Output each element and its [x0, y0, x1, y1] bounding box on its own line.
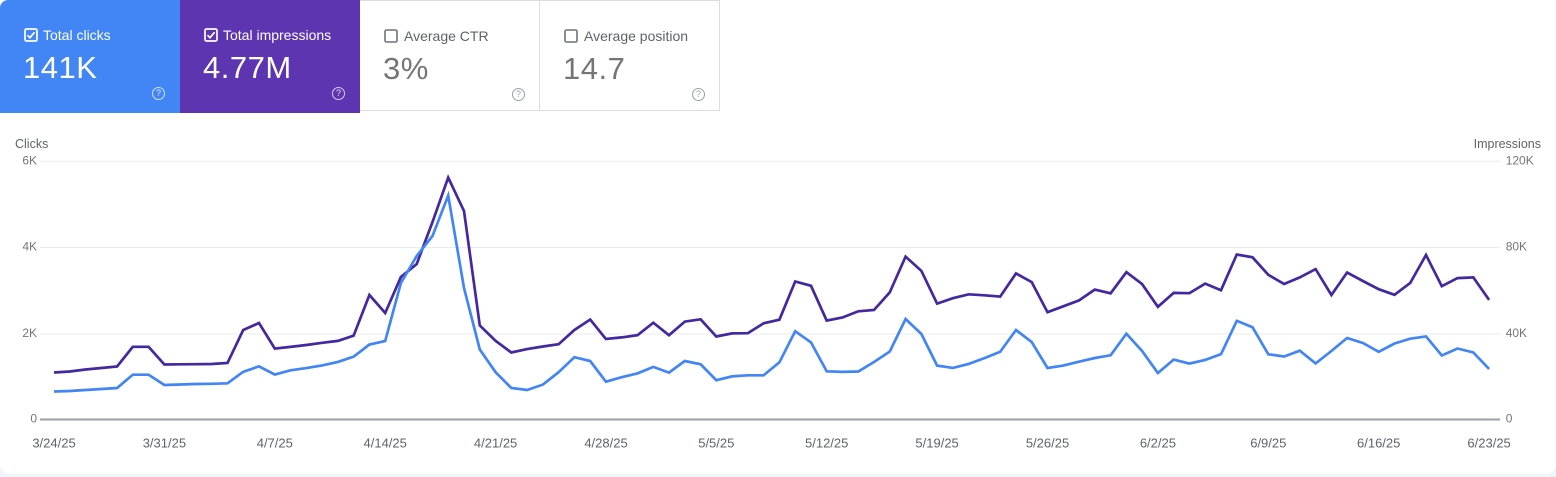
- svg-text:6/23/25: 6/23/25: [1467, 436, 1510, 451]
- svg-text:4/28/25: 4/28/25: [584, 436, 627, 451]
- svg-text:4/14/25: 4/14/25: [364, 436, 407, 451]
- svg-text:4/21/25: 4/21/25: [474, 436, 517, 451]
- svg-text:5/12/25: 5/12/25: [805, 436, 848, 451]
- svg-text:40K: 40K: [1506, 326, 1527, 340]
- svg-text:6/16/25: 6/16/25: [1357, 436, 1400, 451]
- svg-text:6K: 6K: [22, 154, 37, 168]
- svg-text:3/24/25: 3/24/25: [32, 436, 75, 451]
- svg-text:80K: 80K: [1506, 240, 1527, 254]
- svg-text:6/9/25: 6/9/25: [1250, 436, 1286, 451]
- svg-text:4K: 4K: [22, 240, 37, 254]
- svg-text:2K: 2K: [22, 326, 37, 340]
- svg-text:5/19/25: 5/19/25: [915, 436, 958, 451]
- svg-text:0: 0: [1506, 411, 1513, 425]
- svg-text:6/2/25: 6/2/25: [1140, 436, 1176, 451]
- svg-text:5/5/25: 5/5/25: [698, 436, 734, 451]
- svg-text:5/26/25: 5/26/25: [1026, 436, 1069, 451]
- svg-text:4/7/25: 4/7/25: [257, 436, 293, 451]
- svg-text:0: 0: [30, 411, 37, 425]
- svg-text:3/31/25: 3/31/25: [143, 436, 186, 451]
- svg-text:120K: 120K: [1506, 154, 1534, 168]
